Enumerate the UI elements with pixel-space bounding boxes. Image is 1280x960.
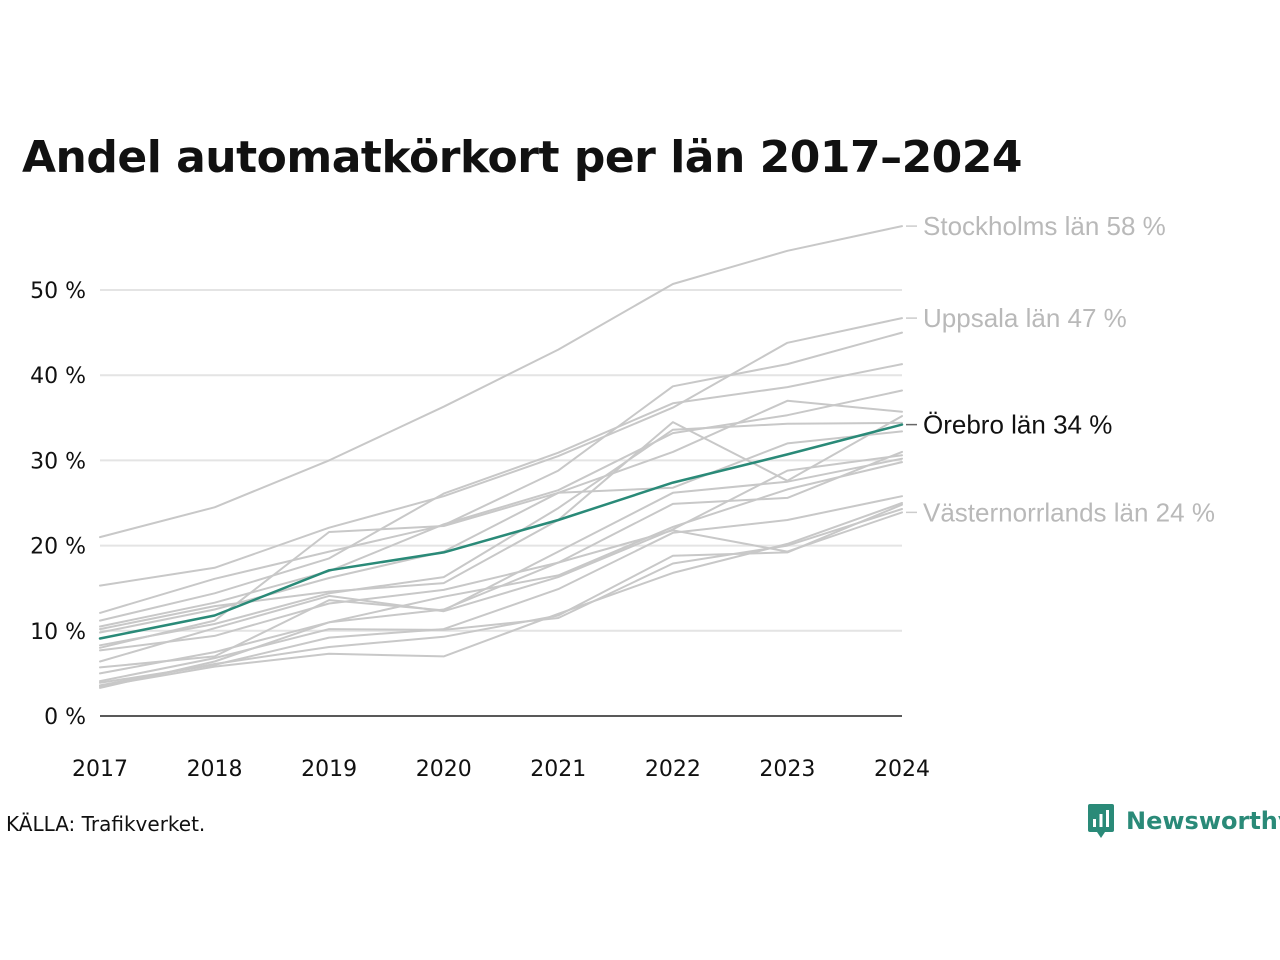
bar-chart-icon [1088,804,1114,838]
series-line [99,331,903,614]
logo-text: Newsworthy [1126,807,1280,835]
series-line [99,495,903,684]
series-line [99,415,903,631]
x-tick-label: 2024 [874,757,930,782]
series-line [99,454,903,663]
series-line [99,225,903,539]
x-tick-label: 2018 [187,757,243,782]
series-line [99,511,903,689]
series-end-label: Uppsala län 47 % [923,303,1127,333]
grid-lines [100,289,902,717]
y-axis-ticks: 0 % 10 % 20 % 30 % 40 % 50 % [30,279,86,730]
source-note: KÄLLA: Trafikverket. [6,812,206,836]
y-tick-label: 40 % [30,364,86,389]
y-tick-label: 10 % [30,620,86,645]
x-tick-label: 2021 [530,757,586,782]
series-end-label: Västernorrlands län 24 % [923,497,1215,527]
x-tick-label: 2020 [416,757,472,782]
y-tick-label: 50 % [30,279,86,304]
newsworthy-logo[interactable]: Newsworthy [1088,803,1280,839]
x-tick-label: 2017 [72,757,128,782]
x-tick-label: 2019 [301,757,357,782]
series-line-highlight [98,423,904,640]
series-line [99,450,903,652]
y-tick-label: 0 % [44,705,86,730]
chart-title: Andel automatkörkort per län 2017–2024 [22,132,1023,183]
series-line [99,461,903,675]
x-tick-label: 2022 [645,757,701,782]
x-axis-ticks: 2017 2018 2019 2020 2021 2022 2023 2024 [72,757,930,782]
x-tick-label: 2023 [759,757,815,782]
series-line [99,363,903,622]
series-end-label: Stockholms län 58 % [923,211,1166,241]
series-line [99,399,903,634]
series-labels: Stockholms län 58 % Uppsala län 47 % Örebr… [906,211,1215,527]
series-lines [98,225,904,689]
series-line [99,389,903,628]
series-line [99,421,903,647]
series-line [99,317,903,587]
y-tick-label: 30 % [30,449,86,474]
y-tick-label: 20 % [30,535,86,560]
series-end-label: Örebro län 34 % [923,410,1112,440]
series-line [99,430,903,649]
series-line [99,503,903,687]
